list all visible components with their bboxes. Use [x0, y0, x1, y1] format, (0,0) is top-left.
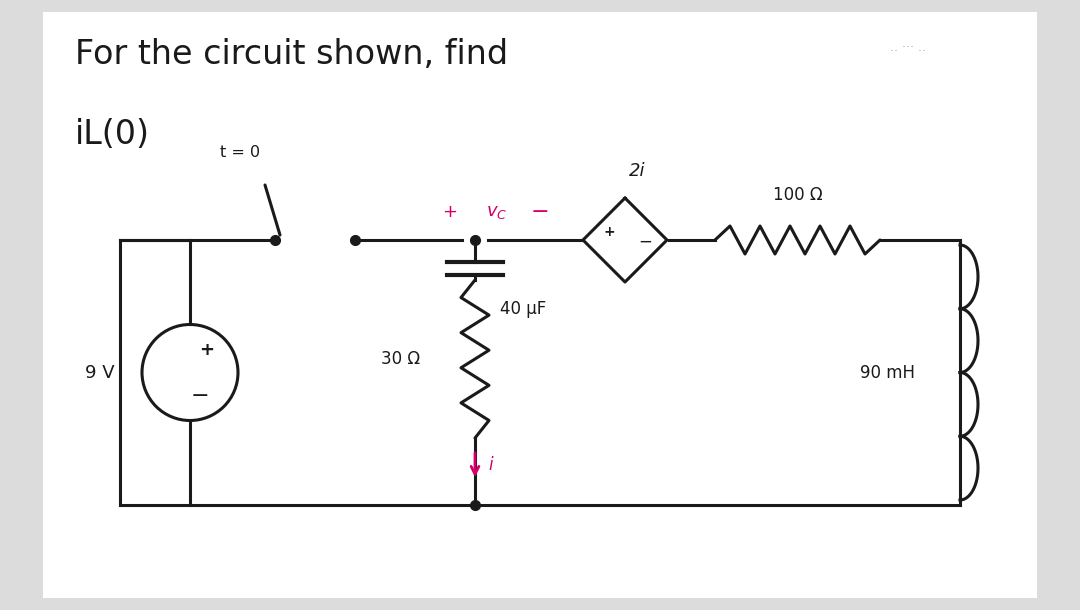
Text: iL(0): iL(0): [75, 118, 150, 151]
Text: $v_C$: $v_C$: [486, 203, 508, 221]
Text: 100 Ω: 100 Ω: [772, 186, 822, 204]
Text: 90 mH: 90 mH: [860, 364, 915, 381]
Text: 9 V: 9 V: [85, 364, 114, 381]
Text: For the circuit shown, find: For the circuit shown, find: [75, 38, 508, 71]
Text: +: +: [604, 225, 615, 239]
Text: 2i: 2i: [629, 162, 645, 180]
Text: +: +: [200, 342, 215, 359]
Text: −: −: [191, 387, 210, 406]
Text: 40 μF: 40 μF: [500, 300, 546, 318]
Text: 30 Ω: 30 Ω: [381, 350, 420, 368]
Text: −: −: [638, 233, 652, 251]
Text: .. ··· ..: .. ··· ..: [890, 41, 926, 54]
Text: i: i: [488, 456, 492, 474]
Text: t = 0: t = 0: [220, 145, 260, 160]
Text: −: −: [530, 202, 550, 222]
Text: +: +: [443, 203, 458, 221]
